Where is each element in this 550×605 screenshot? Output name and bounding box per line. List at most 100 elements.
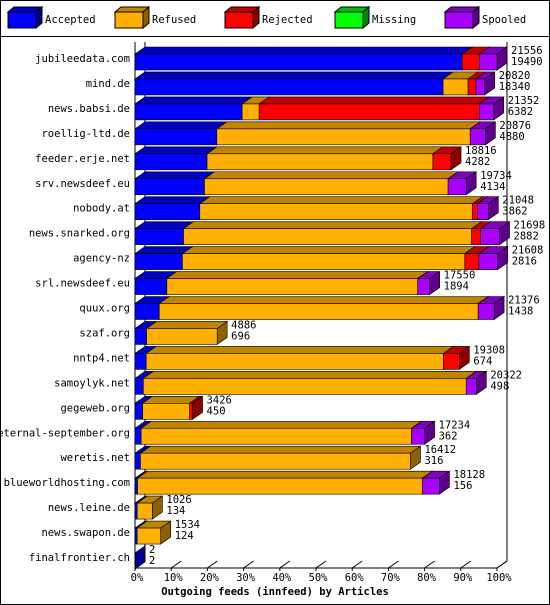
y-tick-label: srl.newsdeef.eu (35, 278, 130, 290)
bar-top (206, 146, 444, 155)
bar-segment (475, 71, 496, 96)
x-tick (170, 560, 182, 569)
legend-label: Missing (372, 14, 416, 26)
bar-top (142, 371, 478, 379)
bar-top (165, 271, 429, 279)
x-tick (496, 560, 508, 569)
accepted-label: 19490 (511, 56, 543, 68)
legend-swatch (7, 11, 37, 29)
y-tick-label: eternal-september.org (0, 427, 130, 439)
accepted-label: 6382 (508, 106, 533, 118)
bar-front (478, 253, 499, 270)
offered-label: 19308 (473, 344, 505, 356)
bar-front (241, 103, 260, 121)
bar-front (478, 53, 498, 71)
bar-front (183, 228, 472, 245)
bar-top (258, 96, 491, 105)
bar-segment (136, 520, 172, 545)
bar-front (134, 527, 138, 545)
accepted-label: 4880 (499, 131, 524, 143)
x-tick-label: 40% (272, 572, 292, 584)
bar-front (134, 253, 183, 270)
bar-segment (416, 270, 441, 296)
x-tick (243, 560, 254, 569)
bar-segment (421, 470, 451, 495)
bar-front (137, 477, 423, 495)
bar-front (134, 303, 160, 320)
accepted-label: 134 (166, 505, 185, 517)
bar-segment (478, 96, 505, 121)
bar-front (134, 278, 168, 295)
bar-front (134, 452, 141, 470)
x-tick-label: 90% (453, 572, 473, 584)
bar-segment (136, 495, 164, 520)
accepted-label: 124 (175, 530, 194, 542)
accepted-label: 2 (149, 555, 155, 567)
y-tick-label: mind.de (86, 78, 130, 90)
x-tick (207, 560, 218, 569)
bar-top (139, 445, 422, 454)
y-tick-label: quux.org (79, 303, 130, 315)
offered-label: 21608 (512, 245, 544, 257)
x-tick-label: 100% (486, 572, 512, 584)
bar-front (480, 228, 500, 245)
x-tick-label: 10% (164, 572, 184, 584)
offered-label: 1534 (175, 519, 200, 531)
bar-front (134, 228, 184, 245)
chart-title: Outgoing feeds (innfeed) by Articles (161, 586, 389, 598)
bar-front (447, 178, 467, 196)
bar-front (443, 353, 460, 370)
bar-front (442, 78, 469, 96)
bar-segment (258, 96, 491, 121)
bar-segment (431, 146, 462, 171)
bar-front (478, 103, 495, 121)
bar-segment (442, 345, 471, 370)
y-tick-label: news.snarked.org (29, 228, 130, 240)
bar-segment (134, 146, 218, 171)
accepted-label: 498 (490, 380, 509, 392)
bar-front (158, 303, 479, 320)
legend-label: Rejected (262, 14, 313, 26)
accepted-label: 3862 (502, 206, 527, 218)
bar-front (471, 228, 482, 245)
bar-segment (134, 96, 254, 121)
bar-front (134, 178, 205, 196)
bar-front (134, 328, 147, 345)
bar-front (464, 253, 480, 270)
offered-label: 1026 (166, 494, 191, 506)
accepted-label: 4134 (480, 181, 505, 193)
bar-front (134, 552, 136, 570)
accepted-label: 1438 (508, 306, 533, 318)
bar-front (134, 128, 218, 146)
offered-label: 4886 (231, 319, 256, 331)
bar-front (206, 153, 434, 171)
bar-segment (145, 320, 229, 346)
bar-front (142, 402, 190, 420)
bar-segment (477, 246, 509, 271)
bar-front (140, 427, 412, 445)
accepted-label: 4282 (465, 156, 490, 168)
bar-segment (188, 395, 204, 420)
legend-swatch (444, 11, 474, 29)
y-tick-label: blueworldhosting.com (4, 477, 130, 489)
bar-front (204, 178, 449, 196)
y-tick-label: finalfrontier.ch (29, 552, 130, 564)
legend-label: Refused (152, 14, 196, 26)
bar-front (134, 477, 138, 495)
bar-segment (182, 221, 483, 246)
x-tick (351, 560, 363, 569)
x-tick-label: 0% (131, 572, 144, 584)
bar-front (134, 502, 138, 520)
bar-top (145, 321, 229, 329)
offered-label: 17234 (439, 419, 471, 431)
offered-label: 20876 (499, 120, 531, 132)
bar-front (199, 203, 473, 220)
bar-top (215, 121, 482, 130)
bar-top (134, 96, 254, 105)
bar-top (140, 420, 423, 429)
bar-top (181, 246, 476, 254)
offered-label: 21048 (502, 195, 534, 207)
x-tick (315, 560, 327, 569)
offered-label: 20820 (499, 70, 531, 82)
